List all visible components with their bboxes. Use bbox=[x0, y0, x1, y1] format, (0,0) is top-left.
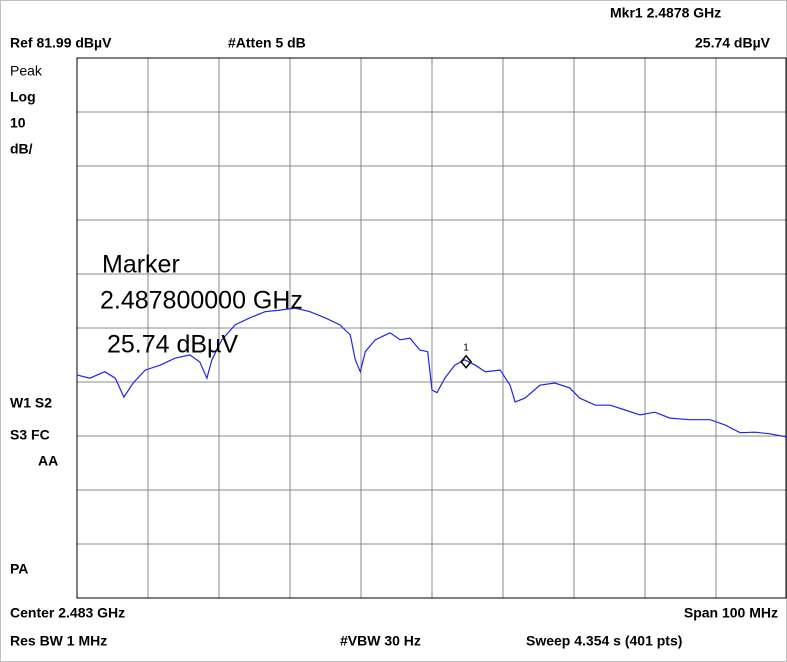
ref-level: Ref 81.99 dBµV bbox=[10, 35, 112, 51]
marker-level: 25.74 dBµV bbox=[695, 35, 771, 51]
marker-annotation: 25.74 dBµV bbox=[100, 331, 238, 359]
side-label: AA bbox=[38, 453, 58, 469]
span: Span 100 MHz bbox=[684, 605, 778, 621]
side-label: Peak bbox=[10, 63, 43, 79]
marker-readout: Mkr1 2.4878 GHz bbox=[610, 5, 721, 21]
vbw: #VBW 30 Hz bbox=[340, 633, 421, 649]
side-label: Log bbox=[10, 89, 36, 105]
plot-border bbox=[76, 57, 787, 599]
side-label: W1 S2 bbox=[10, 395, 52, 411]
marker-diamond bbox=[460, 354, 473, 369]
side-label: S3 FC bbox=[10, 427, 50, 443]
side-label: 10 bbox=[10, 115, 26, 131]
res-bw: Res BW 1 MHz bbox=[10, 633, 107, 649]
side-label: dB/ bbox=[10, 141, 33, 157]
marker-annotation: Marker bbox=[102, 251, 180, 279]
sweep: Sweep 4.354 s (401 pts) bbox=[526, 633, 682, 649]
trace bbox=[76, 307, 787, 438]
center-freq: Center 2.483 GHz bbox=[10, 605, 125, 621]
attenuation: #Atten 5 dB bbox=[228, 35, 306, 51]
side-label: PA bbox=[10, 561, 28, 577]
marker-label: 1 bbox=[463, 342, 469, 353]
marker-annotation: 2.487800000 GHz bbox=[100, 287, 303, 315]
